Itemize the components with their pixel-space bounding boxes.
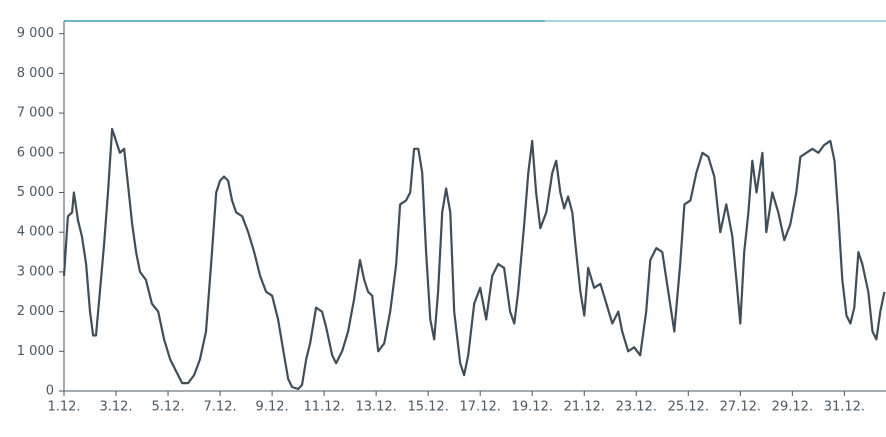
x-tick-label: 27.12.	[720, 400, 761, 415]
y-tick-label: 3 000	[17, 264, 54, 279]
y-tick-label: 7 000	[17, 106, 54, 121]
data-line	[62, 127, 886, 391]
y-tick-label: 0	[46, 384, 54, 399]
y-tick-label: 9 000	[17, 26, 54, 41]
x-tick-label: 23.12.	[616, 400, 657, 415]
x-tick-label: 15.12.	[407, 400, 448, 415]
x-tick-label: 5.12.	[152, 400, 185, 415]
x-tick-label: 21.12.	[564, 400, 605, 415]
y-tick-label: 4 000	[17, 225, 54, 240]
x-tick-label: 17.12.	[460, 400, 501, 415]
y-tick-label: 8 000	[17, 66, 54, 81]
x-tick-label: 29.12.	[772, 400, 813, 415]
x-tick-label: 25.12.	[668, 400, 709, 415]
x-tick-label: 3.12.	[99, 400, 132, 415]
y-tick-label: 1 000	[17, 344, 54, 359]
x-tick-label: 31.12.	[824, 400, 865, 415]
x-tick-label: 1.12.	[47, 400, 80, 415]
x-tick-label: 19.12.	[512, 400, 553, 415]
x-tick-label: 9.12.	[256, 400, 289, 415]
y-tick-label: 5 000	[17, 185, 54, 200]
x-tick-label: 7.12.	[204, 400, 237, 415]
y-tick-label: 2 000	[17, 304, 54, 319]
x-tick-label: 13.12.	[355, 400, 396, 415]
x-tick-label: 11.12.	[303, 400, 344, 415]
y-tick-label: 6 000	[17, 145, 54, 160]
